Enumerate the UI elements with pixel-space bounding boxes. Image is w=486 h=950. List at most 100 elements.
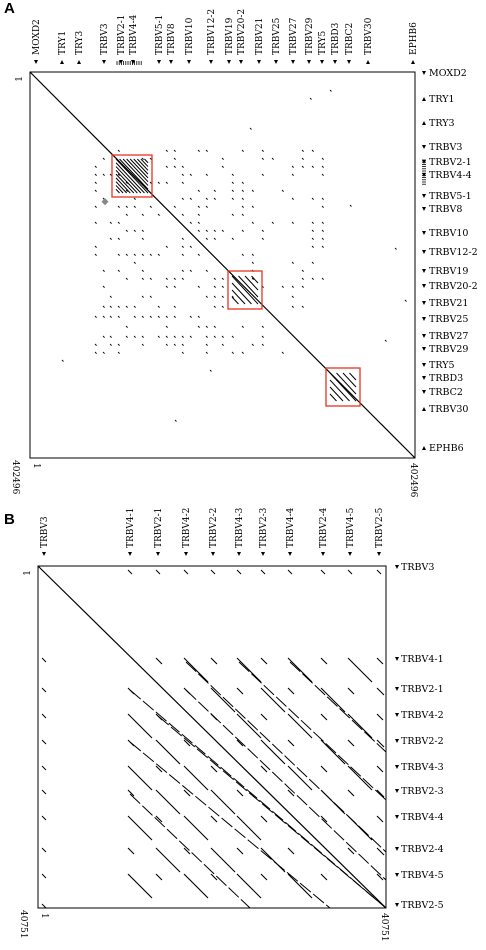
panel-a-hatch-line [140, 158, 149, 167]
panel-b-repeat-segment [320, 713, 328, 721]
panel-a-dot [94, 165, 97, 168]
panel-b-repeat-segment [376, 713, 384, 721]
panel-a-dot [141, 277, 144, 280]
panel-a-dot [261, 229, 264, 232]
panel-a-similarity-dots [61, 89, 407, 422]
panel-a-dot [213, 285, 216, 288]
panel-b-right-trbv4-2-strand-marker [395, 713, 399, 717]
panel-a-dot [141, 335, 144, 338]
panel-a-dot [231, 181, 234, 184]
panel-b-top-trbv4-3-strand-marker [237, 552, 241, 556]
panel-b-repeat-segment [260, 873, 268, 881]
panel-a-top-trbv27-strand-marker [291, 60, 295, 64]
panel-a-dot [321, 205, 324, 208]
panel-a-dot [173, 305, 176, 308]
panel-a-dot [102, 351, 105, 354]
panel-a-dot [301, 149, 304, 152]
panel-a-dot [141, 343, 144, 346]
panel-a-dot [205, 205, 208, 208]
panel-b-repeat-segment [347, 657, 373, 683]
panel-a-dot [291, 295, 294, 298]
panel-b-right-trbv4-5-strand-marker [395, 873, 399, 877]
panel-a-right-label-trbv30: TRBV30 [429, 404, 468, 415]
panel-a-right-label-trbv10: TRBV10 [429, 228, 468, 239]
panel-a-dot [102, 285, 105, 288]
panel-b-tick [41, 739, 47, 745]
panel-a-dot [109, 221, 112, 224]
panel-a-dot [141, 315, 144, 318]
panel-a-top-label-trbv5-1: TRBV5-1 [155, 15, 165, 55]
panel-a-dot [165, 245, 168, 248]
panel-a-dot [231, 237, 234, 240]
panel-b-repeat-segment [155, 847, 181, 873]
panel-a-right-trbd3-strand-marker [422, 376, 426, 380]
panel-b-tick [260, 569, 266, 575]
panel-a-dot [117, 315, 120, 318]
panel-a-top-ephb6-strand-marker [411, 60, 415, 64]
panel-b-repeat-diagonal [289, 661, 387, 753]
panel-a-dot [133, 229, 136, 232]
panel-a-right-label-trbv4-4: TRBV4-4 [429, 170, 472, 181]
panel-a-dot [213, 237, 216, 240]
panel-a-dot [165, 277, 168, 280]
panel-a-dot [133, 335, 136, 338]
panel-a-dot [189, 173, 192, 176]
panel-a-highlight-box-trbv-cluster [111, 154, 153, 198]
panel-a-dot [102, 269, 105, 272]
panel-a-dot [133, 205, 136, 208]
panel-a-top-try1-strand-marker [60, 60, 64, 64]
panel-a-dot [165, 315, 168, 318]
panel-a-dot [231, 213, 234, 216]
panel-a-right-label-trbv5-1: TRBV5-1 [429, 191, 472, 202]
panel-b-top-trbv4-1-strand-marker [128, 552, 132, 556]
panel-a-top-trbv8-strand-marker [169, 60, 173, 64]
panel-a-right-label-trbc2: TRBC2 [429, 387, 463, 398]
panel-b-right-trbv2-1-strand-marker [395, 687, 399, 691]
panel-b-right-label-trbv2-2: TRBV2-2 [401, 736, 444, 747]
panel-a-hatch-line [329, 386, 344, 402]
panel-a-hatch-line [115, 162, 145, 194]
panel-b-tick [287, 569, 293, 575]
panel-a-dot [329, 89, 332, 92]
panel-a-hatch-line [231, 282, 252, 305]
panel-a-top-trbv12-2-strand-marker [209, 60, 213, 64]
panel-b-repeat-segment [376, 815, 384, 823]
panel-a-right-label-trbv27: TRBV27 [429, 331, 468, 342]
panel-a-right-try1-strand-marker [422, 97, 426, 101]
panel-a-dot [173, 157, 176, 160]
panel-a-right-trbv25-strand-marker [422, 317, 426, 321]
panel-b-top-trbv2-5-strand-marker [377, 552, 381, 556]
panel-b-repeat-segment [260, 713, 268, 721]
panel-a-dot [125, 181, 128, 184]
panel-b-repeat-segment [287, 687, 295, 695]
panel-b-repeat-diagonal [157, 715, 387, 909]
panel-b-repeat-segment [320, 657, 328, 665]
panel-b-repeat-segment [127, 815, 153, 841]
panel-a-dot [321, 157, 324, 160]
panel-b-repeat-segment [183, 765, 209, 791]
panel-a-dot [321, 173, 324, 176]
panel-b-repeat-segment [127, 765, 153, 791]
panel-a-top-label-trbc2: TRBC2 [345, 23, 355, 55]
panel-b-repeat-segment [347, 739, 355, 747]
panel-b-tick [41, 789, 47, 795]
panel-b-top-label-trbv2-3: TRBV2-3 [259, 507, 269, 548]
panel-b-top-gene-labels: TRBV3 TRBV4-1 TRBV2-1 TRBV4-2 TRBV2-2 TRBV4-3… [40, 507, 385, 556]
panel-b-repeat-segment [155, 765, 163, 773]
panel-a-top-label-trbv3: TRBV3 [100, 23, 110, 55]
panel-a-hatch-line [133, 158, 149, 175]
panel-a-dot [117, 305, 120, 308]
panel-a-dot [189, 269, 192, 272]
panel-a-dot [205, 351, 208, 354]
panel-a-hatch-line [115, 185, 124, 194]
panel-a-top-trbv10-strand-marker [187, 60, 191, 64]
panel-a-right-trbv10-strand-marker [422, 231, 426, 235]
panel-b-repeat-segment [376, 687, 385, 696]
panel-a-dot [94, 315, 97, 318]
panel-b-right-trbv3-strand-marker [395, 565, 399, 569]
panel-a-dot [117, 253, 120, 256]
panel-b-right-label-trbv4-4: TRBV4-4 [401, 812, 444, 823]
panel-b-repeat-segment [376, 765, 384, 773]
panel-a-right-label-try1: TRY1 [429, 94, 455, 105]
panel-a-dot [231, 335, 234, 338]
